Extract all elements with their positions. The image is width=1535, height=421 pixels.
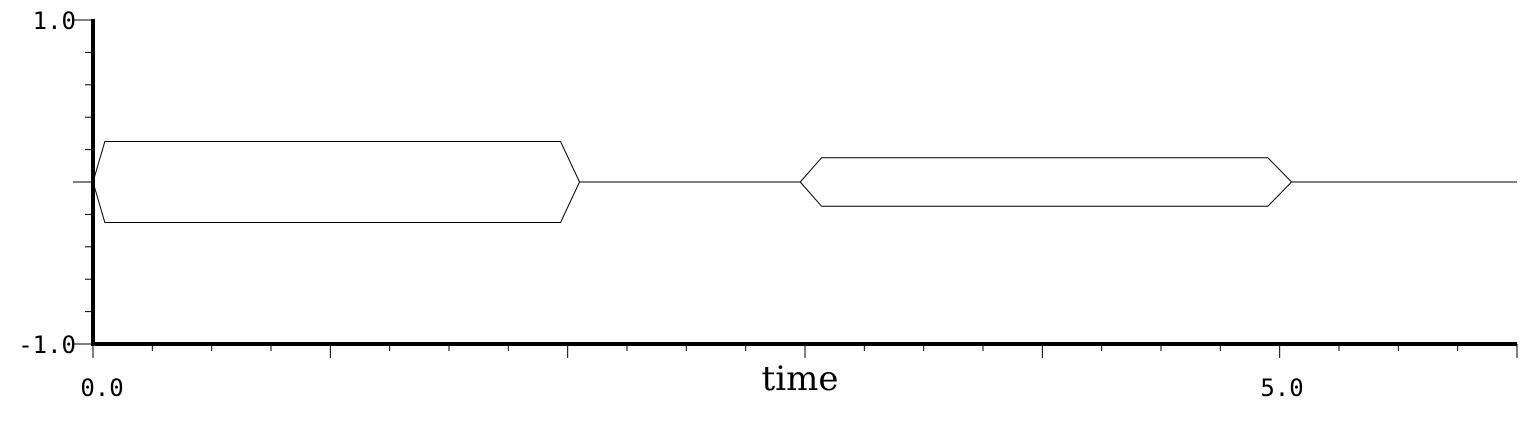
waveform-segment-0-lower bbox=[92, 181, 580, 223]
x-tick-label-start: 0.0 bbox=[80, 374, 123, 402]
y-tick-label-bottom: -1.0 bbox=[18, 331, 76, 359]
x-axis-ticks bbox=[92, 344, 1518, 358]
y-tick-label-top: 1.0 bbox=[33, 7, 76, 35]
waveform-segment-2-lower bbox=[799, 181, 1292, 207]
x-axis-title: time bbox=[762, 359, 839, 399]
waveform-segment-2-upper bbox=[799, 157, 1292, 183]
waveform-segment-0-upper bbox=[92, 141, 580, 183]
x-tick-label-five: 5.0 bbox=[1260, 374, 1303, 402]
y-axis-ticks bbox=[73, 19, 93, 345]
plot-area bbox=[92, 141, 1517, 223]
